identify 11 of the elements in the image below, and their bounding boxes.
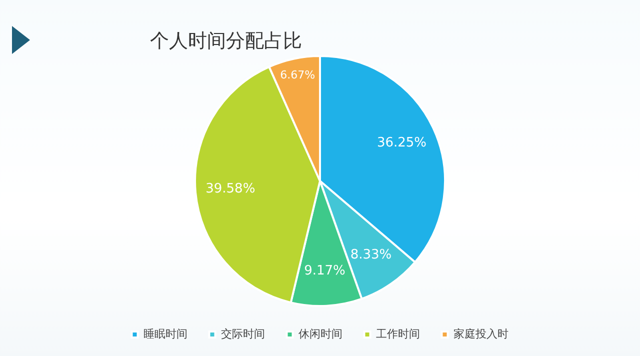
legend-label: 工作时间 (376, 327, 420, 340)
data-label: 8.33% (350, 248, 392, 263)
data-label: 39.58% (206, 182, 256, 197)
chart-title: 个人时间分配占比 (150, 29, 302, 54)
data-label: 9.17% (304, 263, 346, 278)
data-label: 36.25% (376, 136, 427, 151)
legend-label: 睡眠时间 (143, 327, 188, 340)
data-label: 6.67% (280, 68, 316, 82)
legend-label: 休闲时间 (298, 327, 342, 340)
legend-label: 交际时间 (220, 327, 265, 340)
legend-label: 家庭投入时 (453, 327, 508, 340)
